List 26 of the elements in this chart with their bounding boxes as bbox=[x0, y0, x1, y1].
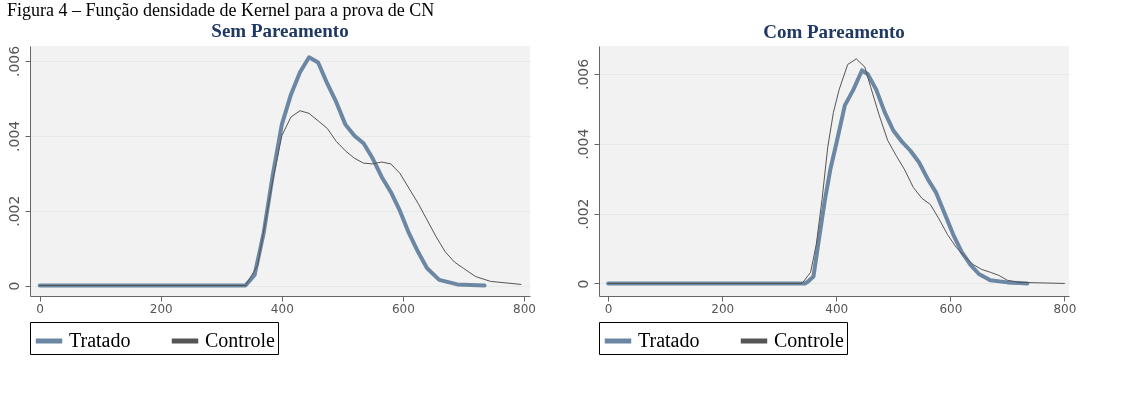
y-tick-label: 0 bbox=[574, 279, 591, 289]
x-tick-label: 200 bbox=[149, 301, 173, 316]
x-tick-label: 200 bbox=[711, 301, 735, 316]
legend-label: Controle bbox=[205, 329, 276, 351]
line-series bbox=[39, 110, 522, 287]
x-tick-label: 800 bbox=[1053, 301, 1077, 316]
y-tick-label: 0 bbox=[5, 281, 22, 291]
x-tick-label: 600 bbox=[939, 301, 963, 316]
y-tick-label: .006 bbox=[574, 58, 591, 91]
x-tick-label: 400 bbox=[270, 301, 294, 316]
x-tick-label: 0 bbox=[604, 301, 613, 316]
y-tick-label: .004 bbox=[5, 120, 22, 152]
y-tick-label: .002 bbox=[574, 198, 591, 230]
chart-title: Sem Pareamento bbox=[211, 20, 349, 42]
x-tick-label: 400 bbox=[825, 301, 849, 316]
legend-label: Controle bbox=[774, 329, 845, 351]
text: Figura 4 – Função densidade de Kernel para a prova de CN bbox=[7, 0, 435, 21]
x-tick-label: 600 bbox=[391, 301, 415, 316]
y-tick-label: .004 bbox=[574, 128, 591, 160]
legend-label: Tratado bbox=[69, 329, 131, 351]
x-tick-label: 800 bbox=[512, 301, 536, 316]
legend-label: Tratado bbox=[638, 329, 700, 351]
x-tick-label: 0 bbox=[36, 301, 45, 316]
chart-title: Com Pareamento bbox=[763, 21, 905, 42]
y-tick-label: .006 bbox=[5, 45, 22, 78]
y-tick-label: .002 bbox=[5, 195, 22, 227]
